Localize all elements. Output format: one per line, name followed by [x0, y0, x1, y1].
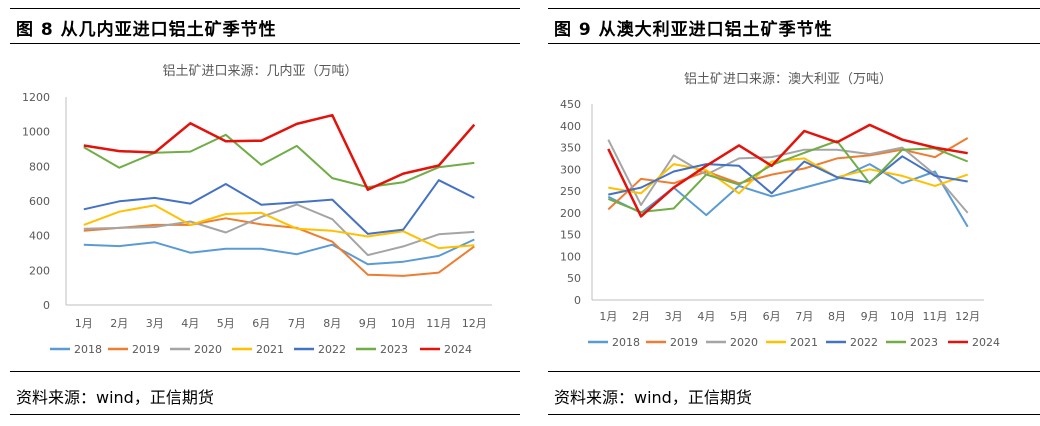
source-note: 资料来源：wind，正信期货 [16, 388, 214, 407]
source-note: 资料来源：wind，正信期货 [554, 388, 752, 407]
source-rule-top [548, 371, 1040, 372]
figure-title: 图 8 从几内亚进口铝土矿季节性 [16, 20, 277, 40]
x-tick-label: 5月 [217, 317, 235, 330]
series-line-2019 [83, 217, 475, 277]
x-tick-label: 6月 [763, 310, 781, 323]
series-line-2021 [83, 204, 475, 250]
y-tick-label: 800 [29, 160, 50, 173]
series-line-2020 [607, 139, 969, 214]
y-tick-label: 200 [29, 264, 50, 277]
figure-panel-guinea: 图 8 从几内亚进口铝土矿季节性 铝土矿进口来源：几内亚（万吨） 0 200 400 6… [10, 8, 520, 415]
y-tick-label: 450 [560, 98, 581, 111]
legend-label-2024: 2024 [444, 343, 472, 356]
figure-title: 图 9 从澳大利亚进口铝土矿季节性 [554, 20, 833, 40]
series-line-2018 [83, 238, 475, 266]
chart-title: 铝土矿进口来源：澳大利亚（万吨） [684, 71, 892, 87]
x-tick-label: 3月 [146, 317, 164, 330]
series-line-2024 [83, 113, 476, 191]
legend-label-2022: 2022 [850, 336, 878, 349]
y-tick-label: 0 [574, 294, 581, 307]
legend-label-2023: 2023 [380, 343, 408, 356]
bottom-rule [10, 414, 520, 415]
title-rule [548, 43, 1040, 44]
x-tick-label: 5月 [730, 310, 748, 323]
x-tick-label: 7月 [795, 310, 813, 323]
x-tick-label: 4月 [697, 310, 715, 323]
top-rule [10, 8, 520, 9]
x-tick-label: 1月 [75, 317, 93, 330]
y-tick-label: 600 [29, 195, 50, 208]
legend-label-2021: 2021 [790, 336, 818, 349]
x-tick-label: 8月 [323, 317, 341, 330]
series-line-2020 [83, 203, 475, 257]
series-line-2024 [607, 123, 968, 218]
x-tick-label: 11月 [426, 317, 451, 330]
y-tick-label: 1000 [22, 126, 50, 139]
legend-label-2023: 2023 [910, 336, 938, 349]
y-tick-label: 50 [567, 272, 581, 285]
x-tick-label: 9月 [861, 310, 879, 323]
y-tick-label: 400 [560, 120, 581, 133]
y-tick-label: 300 [560, 163, 581, 176]
legend-label-2020: 2020 [194, 343, 222, 356]
line-chart-australia: 铝土矿进口来源：澳大利亚（万吨） 0 50 100 150 200 250 300 350 400… [560, 71, 1000, 349]
x-tick-label: 2月 [632, 310, 650, 323]
line-chart-guinea: 铝土矿进口来源：几内亚（万吨） 0 200 400 600 800 1000 1200 1月 2月… [22, 63, 492, 356]
y-tick-label: 350 [560, 142, 581, 155]
bottom-rule [548, 414, 1040, 415]
title-rule [10, 43, 520, 44]
y-tick-label: 0 [43, 299, 50, 312]
chart-title: 铝土矿进口来源：几内亚（万吨） [162, 63, 357, 79]
x-tick-label: 11月 [923, 310, 948, 323]
series-line-2023 [607, 140, 969, 213]
x-tick-label: 12月 [955, 310, 980, 323]
legend-label-2024: 2024 [972, 336, 1000, 349]
y-tick-label: 150 [560, 229, 581, 242]
figure-panel-australia: 图 9 从澳大利亚进口铝土矿季节性 铝土矿进口来源：澳大利亚（万吨） 0 50 100… [538, 0, 1040, 426]
x-tick-label: 9月 [359, 317, 377, 330]
series-line-2023 [83, 133, 475, 189]
series-line-2022 [608, 155, 968, 196]
x-tick-label: 4月 [181, 317, 199, 330]
legend-label-2019: 2019 [132, 343, 160, 356]
y-tick-label: 400 [29, 230, 50, 243]
x-tick-label: 7月 [288, 317, 306, 330]
x-tick-label: 10月 [890, 310, 915, 323]
legend-label-2021: 2021 [256, 343, 284, 356]
series-line-2022 [83, 179, 475, 235]
legend-label-2022: 2022 [318, 343, 346, 356]
x-tick-label: 8月 [828, 310, 846, 323]
y-tick-label: 200 [560, 207, 581, 220]
x-tick-label: 2月 [110, 317, 128, 330]
y-tick-label: 1200 [22, 91, 50, 104]
x-tick-label: 6月 [252, 317, 270, 330]
legend-label-2020: 2020 [730, 336, 758, 349]
x-tick-label: 1月 [599, 310, 617, 323]
x-tick-label: 3月 [665, 310, 683, 323]
source-rule-top [10, 371, 520, 372]
x-tick-label: 10月 [391, 317, 416, 330]
legend-label-2018: 2018 [74, 343, 102, 356]
legend-label-2018: 2018 [612, 336, 640, 349]
top-rule [548, 8, 1040, 9]
legend-label-2019: 2019 [670, 336, 698, 349]
x-tick-label: 12月 [462, 317, 487, 330]
y-tick-label: 100 [560, 250, 581, 263]
y-tick-label: 250 [560, 185, 581, 198]
